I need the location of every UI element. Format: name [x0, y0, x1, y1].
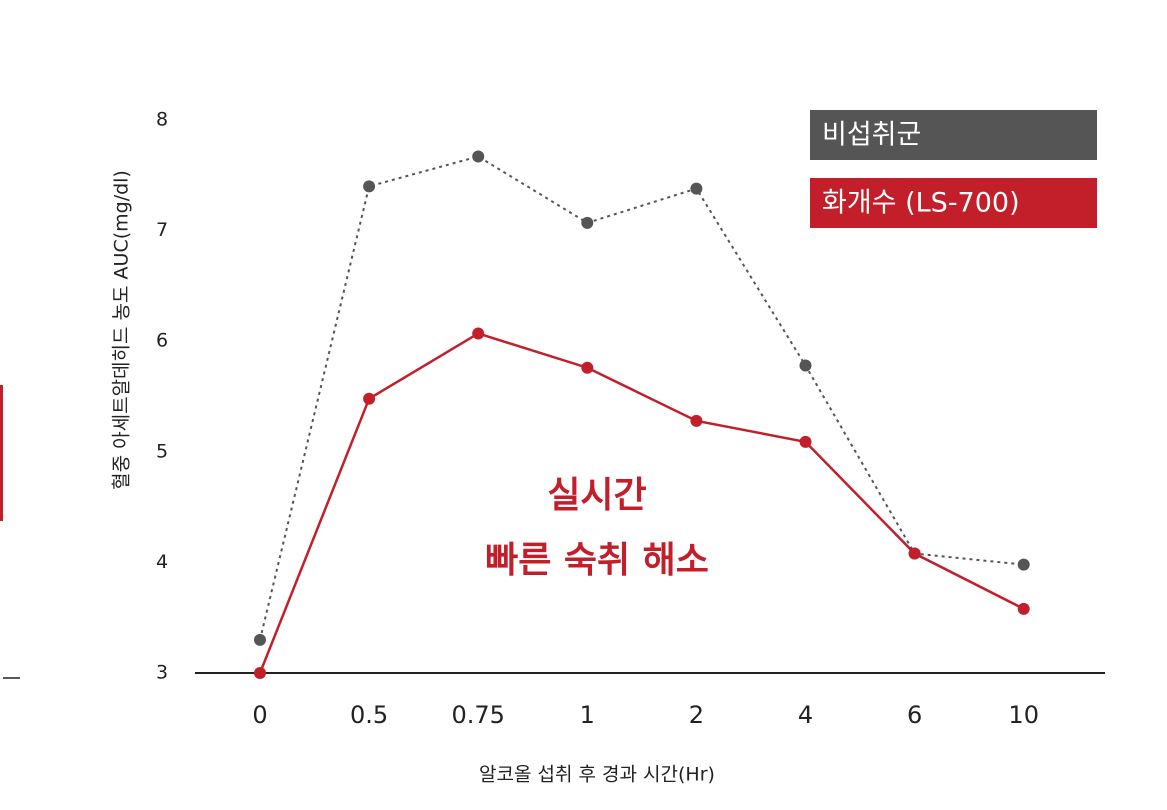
- data-point: [1017, 558, 1030, 571]
- data-point: [690, 182, 703, 195]
- x-tick-label: 1: [580, 701, 595, 729]
- annotation: 실시간: [547, 475, 646, 516]
- data-point: [690, 414, 703, 427]
- data-point: [472, 150, 485, 163]
- series-line: [259, 155, 1024, 641]
- x-tick-label: 0.5: [350, 701, 388, 729]
- x-tick-label: 6: [907, 701, 922, 729]
- legend-swatch: [810, 178, 1097, 228]
- edge-decoration: [0, 385, 3, 521]
- data-point: [581, 216, 594, 229]
- x-tick-label: 0: [252, 701, 267, 729]
- y-tick-label: 6: [156, 330, 168, 352]
- data-point: [254, 633, 266, 646]
- y-tick-label: 8: [156, 109, 168, 131]
- data-point: [908, 547, 921, 560]
- y-tick-label: 3: [156, 662, 168, 684]
- data-point: [799, 435, 812, 448]
- y-axis-label: 혈중 아세트알데히드 농도 AUC(mg/dl): [111, 170, 133, 490]
- x-tick-label: 2: [689, 701, 704, 729]
- legend-label: 화개수 (LS-700): [822, 188, 1020, 219]
- data-point: [254, 667, 266, 679]
- data-point: [472, 327, 485, 340]
- data-point: [799, 359, 812, 372]
- legend-label: 비섭취군: [822, 120, 921, 151]
- data-point: [363, 392, 376, 405]
- x-axis-label: 알코올 섭취 후 경과 시간(Hr): [479, 764, 715, 786]
- x-tick-label: 0.75: [451, 701, 504, 729]
- data-point: [1017, 602, 1030, 615]
- y-tick-label: 5: [156, 440, 168, 462]
- data-point: [363, 180, 376, 193]
- legend-swatch: [810, 110, 1097, 160]
- x-tick-label: 10: [1008, 701, 1039, 729]
- annotation: 빠른 숙취 해소: [485, 540, 709, 581]
- series-line: [258, 332, 1025, 674]
- data-point: [581, 361, 594, 374]
- x-tick-label: 4: [798, 701, 813, 729]
- y-tick-label: 7: [156, 219, 168, 241]
- y-tick-label: 4: [156, 551, 168, 573]
